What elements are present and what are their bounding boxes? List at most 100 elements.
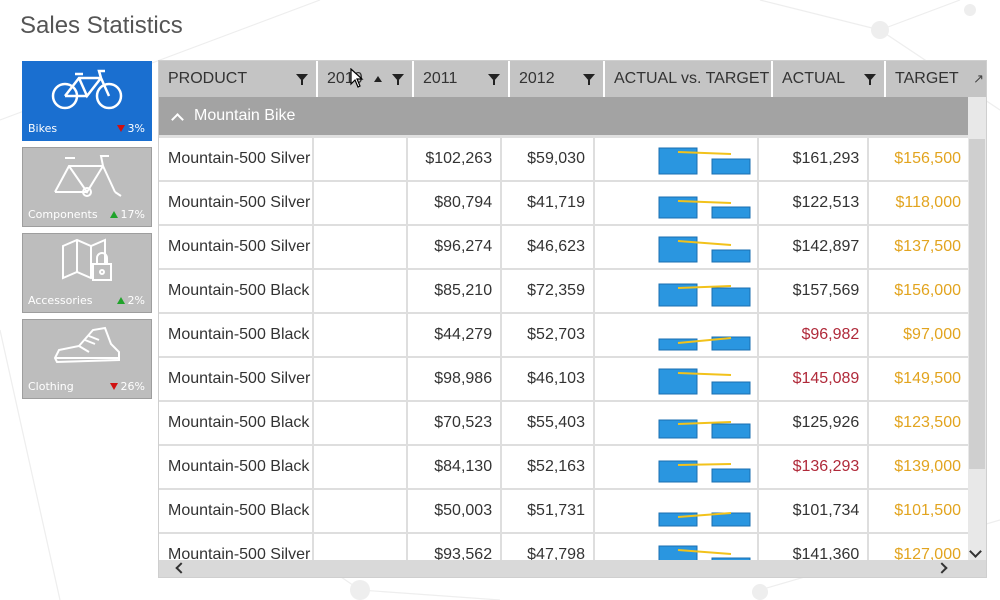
cell-product: Mountain-500 Silver: [159, 138, 315, 180]
cell-2012: $51,731: [502, 490, 595, 532]
cell-2012: $55,403: [502, 402, 595, 444]
cell-product: Mountain-500 Silver: [159, 534, 315, 562]
actual-vs-target-sparkline: [658, 545, 751, 562]
trend-down-icon: [109, 383, 118, 390]
cell-2012: $41,719: [502, 182, 595, 224]
actual-vs-target-sparkline: [658, 419, 751, 439]
cell-2010: [314, 314, 409, 356]
column-header-2010[interactable]: 2010: [318, 61, 414, 97]
group-label: Mountain Bike: [194, 107, 296, 124]
bar-2012: [711, 381, 751, 395]
cell-2011: $44,279: [408, 314, 503, 356]
table-row[interactable]: Mountain-500 Silver $80,794 $41,719 $122,51…: [159, 182, 969, 226]
cell-actual: $122,513: [759, 182, 870, 224]
actual-vs-target-sparkline: [658, 236, 751, 263]
scroll-down-arrow-icon[interactable]: [969, 545, 982, 558]
filter-icon[interactable]: [488, 74, 500, 85]
pin-icon[interactable]: ↗: [973, 71, 984, 86]
page-title: Sales Statistics: [20, 12, 183, 39]
table-row[interactable]: Mountain-500 Black $85,210 $72,359 $157,569…: [159, 270, 969, 314]
tile-change: 17%: [109, 208, 145, 221]
table-row[interactable]: Mountain-500 Silver $96,274 $46,623 $142,89…: [159, 226, 969, 270]
table-row[interactable]: Mountain-500 Black $50,003 $51,731 $101,734…: [159, 490, 969, 534]
table-row[interactable]: Mountain-500 Black $44,279 $52,703 $96,982 $…: [159, 314, 969, 358]
target-line: [677, 463, 732, 466]
trend-up-icon: [109, 211, 118, 218]
cell-actual-vs-target: [595, 534, 759, 562]
cell-target: $101,500: [894, 502, 961, 519]
cell-actual: $96,982: [759, 314, 870, 356]
cell-product: Mountain-500 Black: [159, 490, 315, 532]
target-line: [677, 549, 732, 555]
vertical-scrollbar[interactable]: [968, 97, 986, 562]
cell-product: Mountain-500 Silver: [159, 226, 315, 268]
bike-frame-icon: [23, 152, 151, 202]
cell-target: $137,500: [894, 238, 961, 255]
actual-vs-target-sparkline: [658, 147, 751, 175]
target-line: [677, 151, 732, 155]
cell-2011: $70,523: [408, 402, 503, 444]
cell-actual: $157,569: [759, 270, 870, 312]
bicycle-icon: [23, 66, 151, 116]
target-line: [677, 240, 732, 246]
tile-accessories[interactable]: Accessories 2%: [22, 233, 152, 313]
target-line: [677, 372, 732, 376]
cell-actual: $142,897: [759, 226, 870, 268]
column-header-2012[interactable]: 2012: [510, 61, 605, 97]
column-header-actual[interactable]: ACTUAL: [773, 61, 886, 97]
table-row[interactable]: Mountain-500 Silver $98,986 $46,103 $145,08…: [159, 358, 969, 402]
tile-label: Bikes: [28, 122, 58, 135]
filter-icon[interactable]: [864, 74, 876, 85]
cell-2012: $72,359: [502, 270, 595, 312]
group-row[interactable]: Mountain Bike: [159, 97, 986, 138]
tile-label: Accessories: [28, 294, 93, 307]
collapse-chevron-icon[interactable]: [171, 112, 184, 126]
vertical-scroll-thumb[interactable]: [969, 139, 985, 469]
cell-2012: $52,703: [502, 314, 595, 356]
cell-actual-vs-target: [595, 490, 759, 532]
horizontal-scrollbar[interactable]: [159, 560, 986, 577]
cell-actual: $136,293: [759, 446, 870, 488]
cell-2011: $98,986: [408, 358, 503, 400]
tile-clothing[interactable]: Clothing 26%: [22, 319, 152, 399]
cell-actual-vs-target: [595, 138, 759, 180]
filter-icon[interactable]: [392, 74, 404, 85]
cell-2010: [314, 138, 409, 180]
tile-change: 2%: [116, 294, 145, 307]
column-header-actual-vs-target[interactable]: ACTUAL vs. TARGET: [605, 61, 773, 97]
cell-actual: $141,360: [759, 534, 870, 562]
target-line: [677, 421, 732, 425]
target-line: [677, 285, 732, 289]
scroll-right-arrow-icon[interactable]: [936, 562, 948, 574]
grid-header: PRODUCT 2010 2011 2012 ACTUAL vs. TARGET…: [159, 61, 986, 97]
mouse-cursor-icon: [350, 68, 364, 88]
cell-actual: $125,926: [759, 402, 870, 444]
column-header-target[interactable]: TARGET ↗: [895, 70, 984, 87]
sort-ascending-icon: [374, 76, 382, 82]
cell-product: Mountain-500 Black: [159, 402, 315, 444]
tile-change: 26%: [109, 380, 145, 393]
table-row[interactable]: Mountain-500 Black $84,130 $52,163 $136,293…: [159, 446, 969, 490]
cell-2011: $96,274: [408, 226, 503, 268]
table-row[interactable]: Mountain-500 Silver $93,562 $47,798 $141,36…: [159, 534, 969, 562]
cell-2010: [314, 358, 409, 400]
table-row[interactable]: Mountain-500 Silver $102,263 $59,030 $161,2…: [159, 138, 969, 182]
cell-2010: [314, 402, 409, 444]
cell-target: $118,000: [895, 194, 961, 211]
map-lock-icon: [23, 238, 151, 288]
scroll-left-arrow-icon[interactable]: [175, 562, 187, 574]
filter-icon[interactable]: [296, 74, 308, 85]
cell-2011: $80,794: [408, 182, 503, 224]
tile-bikes[interactable]: Bikes 3%: [22, 61, 152, 141]
cell-2011: $102,263: [408, 138, 503, 180]
table-row[interactable]: Mountain-500 Black $70,523 $55,403 $125,926…: [159, 402, 969, 446]
column-header-product[interactable]: PRODUCT: [159, 61, 318, 97]
cell-actual-vs-target: [595, 182, 759, 224]
filter-icon[interactable]: [583, 74, 595, 85]
cell-target: $127,000: [894, 546, 961, 562]
cell-actual-vs-target: [595, 402, 759, 444]
bar-2011: [658, 460, 698, 483]
tile-components[interactable]: Components 17%: [22, 147, 152, 227]
bar-2011: [658, 283, 698, 307]
column-header-2011[interactable]: 2011: [414, 61, 510, 97]
